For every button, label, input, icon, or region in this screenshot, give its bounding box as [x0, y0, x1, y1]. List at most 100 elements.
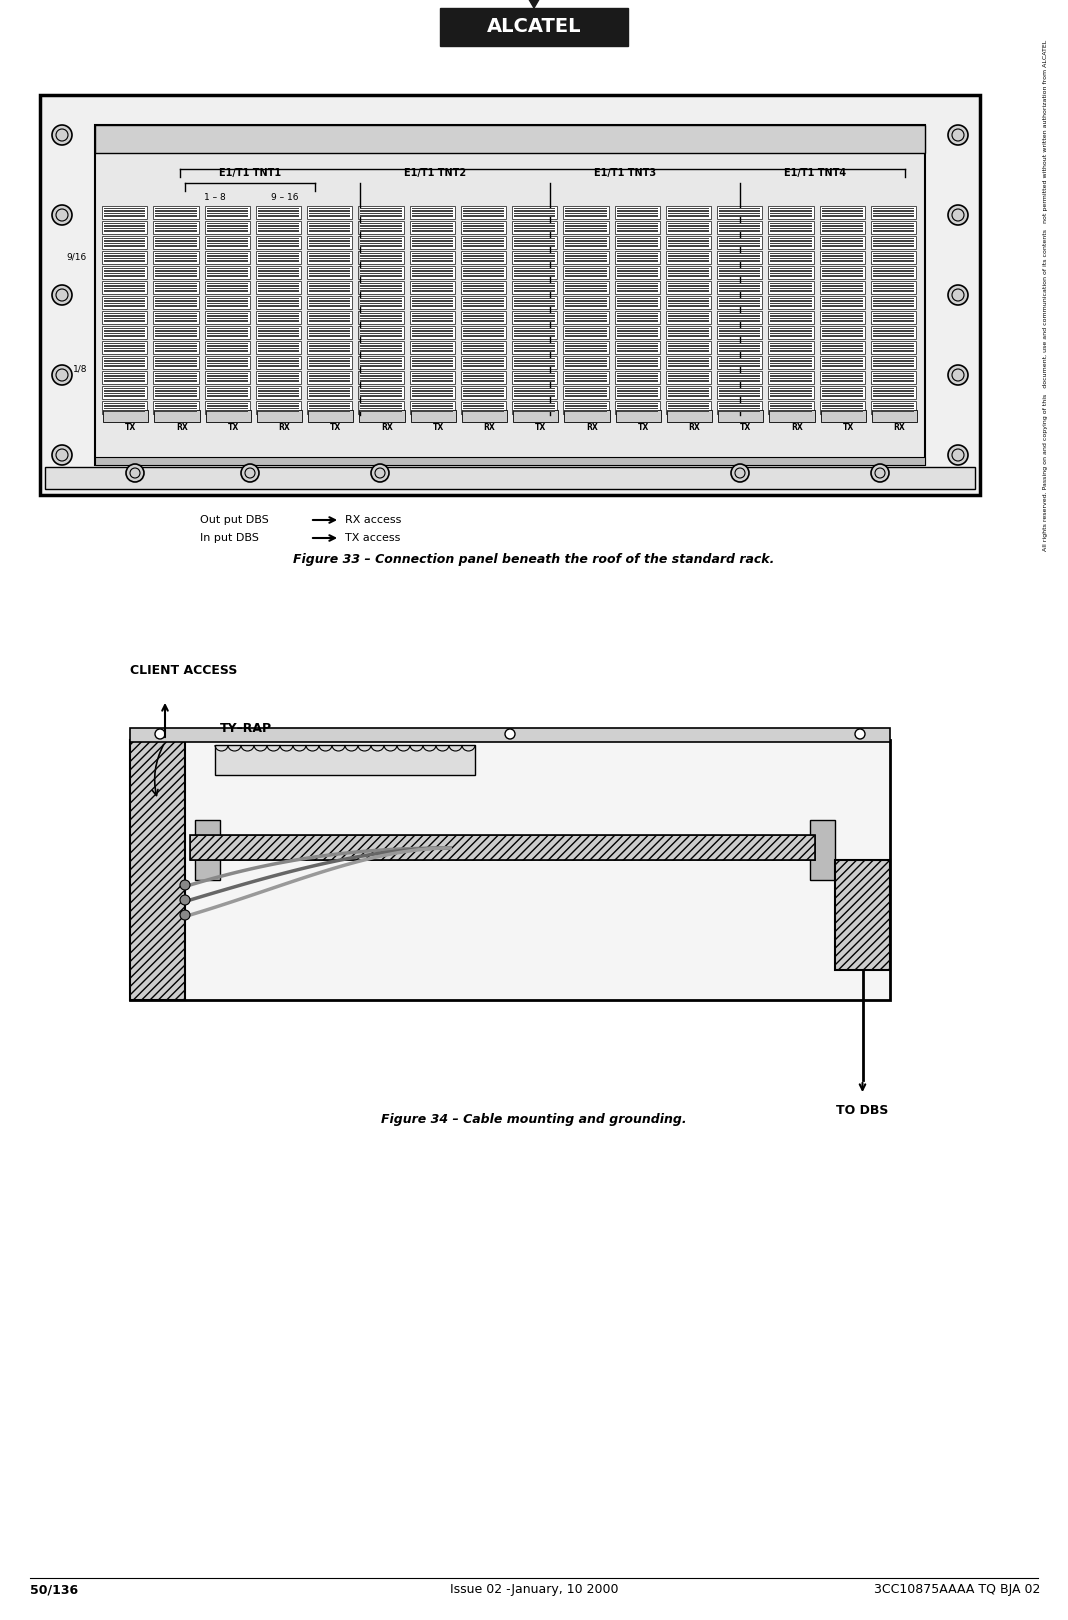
Bar [255, 237, 301, 249]
Bar [768, 340, 814, 355]
Bar [770, 267, 812, 277]
Bar [614, 280, 660, 293]
Bar [257, 313, 299, 322]
Bar [512, 237, 557, 249]
Bar [616, 224, 658, 232]
Bar [257, 298, 299, 308]
Bar [153, 296, 199, 309]
Bar [204, 402, 250, 415]
Bar [873, 267, 914, 277]
Circle shape [948, 364, 968, 386]
Bar [40, 96, 980, 496]
Bar [565, 373, 607, 382]
Bar [614, 311, 660, 324]
Bar [307, 266, 352, 279]
Bar [512, 266, 557, 279]
Circle shape [155, 729, 164, 739]
Bar [665, 311, 711, 324]
Bar [717, 402, 763, 415]
Bar [205, 410, 251, 421]
Bar [512, 356, 557, 369]
Circle shape [241, 463, 260, 483]
Bar [153, 386, 199, 399]
Bar [255, 296, 301, 309]
Bar [563, 237, 609, 249]
Bar [514, 403, 555, 411]
Bar [768, 266, 814, 279]
Bar [821, 238, 863, 246]
Bar [95, 457, 925, 465]
Bar [770, 284, 812, 292]
Bar [103, 296, 147, 309]
Bar [358, 311, 404, 324]
Text: TX: TX [125, 423, 137, 431]
Bar [411, 224, 453, 232]
Bar [614, 237, 660, 249]
Bar [307, 371, 352, 384]
Bar [717, 280, 763, 293]
Bar [768, 402, 814, 415]
Bar [358, 280, 404, 293]
Bar [565, 267, 607, 277]
Bar [719, 284, 760, 292]
Bar [512, 402, 557, 415]
Circle shape [948, 125, 968, 146]
Bar [460, 402, 506, 415]
Circle shape [52, 125, 72, 146]
Bar [668, 238, 709, 246]
Bar [460, 386, 506, 399]
Circle shape [52, 446, 72, 465]
Bar [768, 386, 814, 399]
Bar [104, 373, 145, 382]
Text: All rights reserved. Passing on and copying of this   document, use and communic: All rights reserved. Passing on and copy… [1042, 39, 1048, 551]
Bar [155, 327, 197, 337]
Bar [768, 326, 814, 339]
Bar [717, 340, 763, 355]
Bar [870, 280, 916, 293]
Text: In put DBS: In put DBS [200, 533, 258, 543]
Bar [514, 343, 555, 352]
Bar [717, 326, 763, 339]
Bar [873, 389, 914, 397]
Bar [563, 402, 609, 415]
Bar [873, 284, 914, 292]
Bar [870, 371, 916, 384]
Bar [565, 238, 607, 246]
Bar [257, 403, 299, 411]
Bar [819, 340, 865, 355]
Bar [819, 296, 865, 309]
Text: ALCATEL: ALCATEL [487, 18, 581, 37]
Bar [309, 343, 350, 352]
Text: 3CC10875AAAA TQ BJA 02: 3CC10875AAAA TQ BJA 02 [874, 1583, 1040, 1596]
Bar [257, 343, 299, 352]
Text: 1 – 8: 1 – 8 [204, 193, 225, 201]
Bar [409, 340, 455, 355]
Bar [819, 206, 865, 219]
Bar [565, 403, 607, 411]
Bar [821, 389, 863, 397]
Bar [668, 327, 709, 337]
Bar [565, 343, 607, 352]
Bar [614, 206, 660, 219]
Text: E1/T1 TNT1: E1/T1 TNT1 [219, 168, 281, 178]
Bar [819, 356, 865, 369]
Bar [460, 311, 506, 324]
Bar [409, 296, 455, 309]
Bar [103, 266, 147, 279]
Bar [770, 313, 812, 322]
Bar [358, 296, 404, 309]
Text: 1/8: 1/8 [73, 364, 87, 373]
Bar [870, 402, 916, 415]
Bar [307, 220, 352, 233]
Bar [873, 358, 914, 368]
Bar [257, 373, 299, 382]
Bar [821, 224, 863, 232]
Bar [309, 358, 350, 368]
Bar [190, 834, 815, 860]
Bar [460, 206, 506, 219]
Bar [462, 238, 504, 246]
Bar [460, 251, 506, 264]
Bar [870, 386, 916, 399]
Text: TX: TX [535, 423, 546, 431]
Bar [821, 253, 863, 262]
